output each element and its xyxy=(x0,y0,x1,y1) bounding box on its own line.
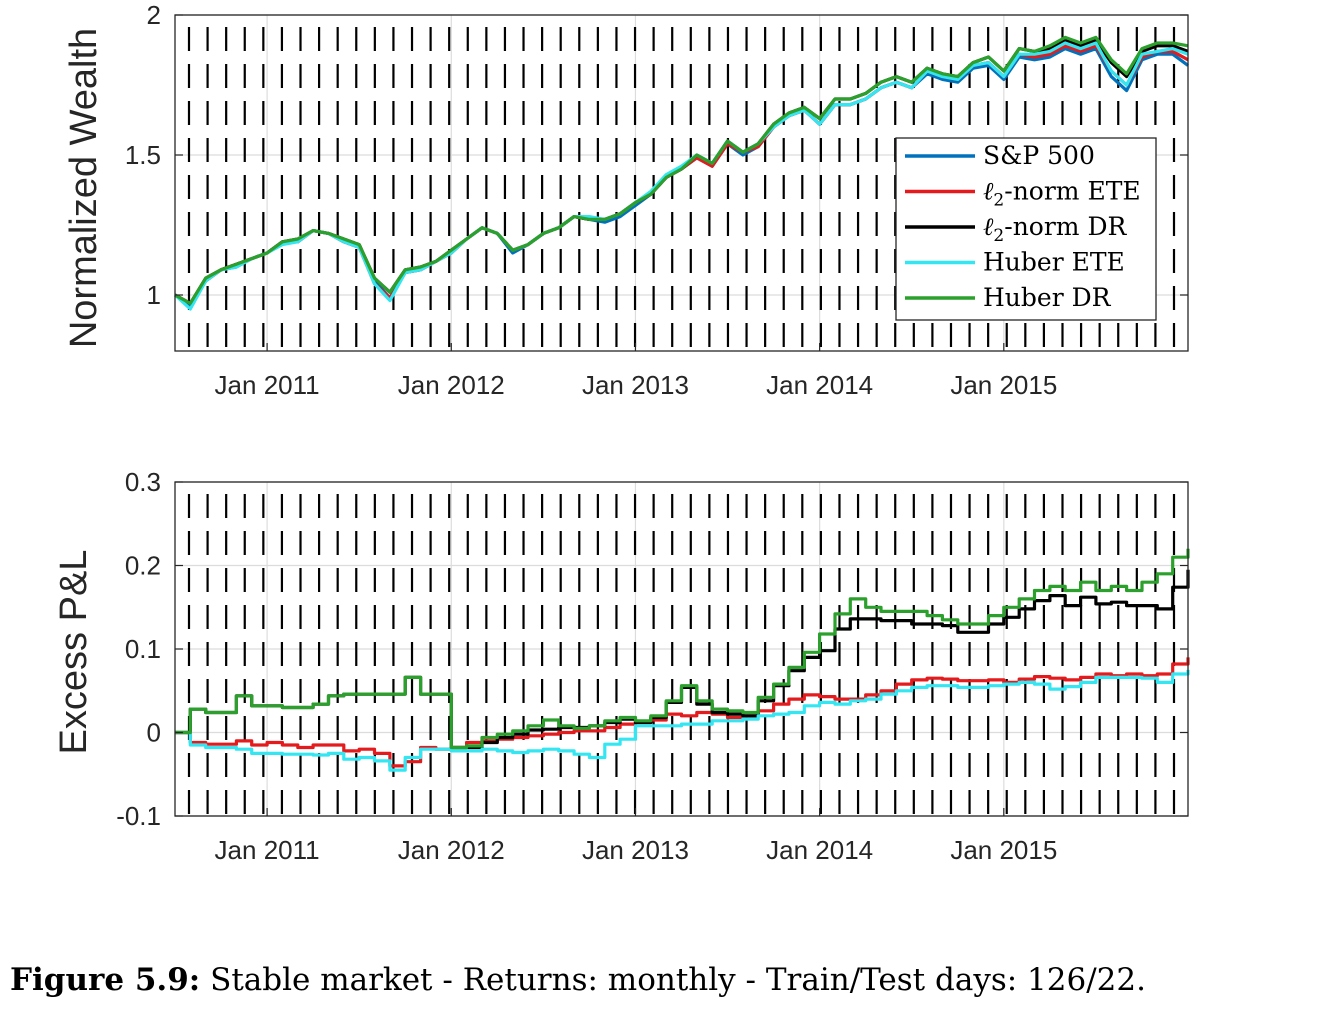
pnl-y-tick-label: 0.2 xyxy=(125,551,161,581)
wealth-chart: 11.52 Jan 2011 Jan 2012 Jan 2013 Jan 2014 Ja… xyxy=(63,0,1189,400)
pnl-x-ticks: Jan 2011 Jan 2012 Jan 2013 Jan 2014 Jan 2015 xyxy=(215,808,1057,865)
wealth-series-huber-dr xyxy=(174,35,1189,305)
figure-caption-text: Stable market - Returns: monthly - Train… xyxy=(210,962,1146,998)
figure-caption-label: Figure 5.9: xyxy=(10,962,201,998)
pnl-x-tick-label: Jan 2012 xyxy=(398,835,505,865)
pnl-x-tick-label: Jan 2015 xyxy=(950,835,1057,865)
pnl-y-axis-label: Excess P&L xyxy=(53,550,95,755)
wealth-x-tick-label: Jan 2013 xyxy=(582,370,689,400)
pnl-y-tick-label: 0 xyxy=(147,718,161,748)
figure-caption: Figure 5.9: Stable market - Returns: mon… xyxy=(10,962,1310,998)
pnl-x-tick-label: Jan 2014 xyxy=(766,835,873,865)
pnl-series-huber-ete xyxy=(175,669,1190,772)
pnl-y-tick-label: 0.1 xyxy=(125,634,161,664)
wealth-y-tick-label: 1 xyxy=(147,280,161,310)
pnl-series-lines xyxy=(175,548,1190,772)
legend-label-sp500: S&P 500 xyxy=(983,141,1095,170)
wealth-y-tick-label: 1.5 xyxy=(125,140,161,170)
pnl-y-tick-label: -0.1 xyxy=(116,801,161,831)
legend-box xyxy=(895,137,1157,321)
wealth-x-tick-label: Jan 2011 xyxy=(215,370,320,400)
legend-label-l2-dr: ℓ2-norm DR xyxy=(983,212,1127,246)
wealth-x-tick-label: Jan 2012 xyxy=(398,370,505,400)
wealth-y-tick-label: 2 xyxy=(147,0,161,30)
wealth-series-huber-ete xyxy=(173,41,1189,311)
wealth-y-axis-label: Normalized Wealth xyxy=(63,28,105,348)
pnl-x-tick-label: Jan 2011 xyxy=(215,835,320,865)
wealth-plot-frame xyxy=(174,14,1189,352)
pnl-y-tick-label: 0.3 xyxy=(125,467,161,497)
wealth-x-ticks: Jan 2011 Jan 2012 Jan 2013 Jan 2014 Jan 2015 xyxy=(215,343,1057,400)
wealth-y-ticks: 11.52 xyxy=(125,0,1188,310)
legend-label-huber-dr: Huber DR xyxy=(983,283,1112,312)
pnl-series-l2-ete xyxy=(175,657,1190,768)
pnl-series-huber-dr xyxy=(175,548,1190,750)
pnl-y-ticks: -0.1 0 0.1 0.2 0.3 xyxy=(116,467,1188,831)
pnl-rebalance-markers xyxy=(187,494,1176,816)
chart-canvas: 11.52 Jan 2011 Jan 2012 Jan 2013 Jan 2014 Ja… xyxy=(53,0,1190,865)
legend-label-huber-ete: Huber ETE xyxy=(983,248,1125,277)
legend-label-l2-ete: ℓ2-norm ETE xyxy=(983,177,1141,211)
wealth-x-tick-label: Jan 2014 xyxy=(766,370,873,400)
wealth-series-lines xyxy=(173,35,1189,311)
excess-pnl-chart: -0.100.10.20.3 Jan 2011 Jan 2012 Jan 2013 J… xyxy=(53,467,1190,865)
pnl-x-tick-label: Jan 2013 xyxy=(582,835,689,865)
wealth-x-tick-label: Jan 2015 xyxy=(950,370,1057,400)
